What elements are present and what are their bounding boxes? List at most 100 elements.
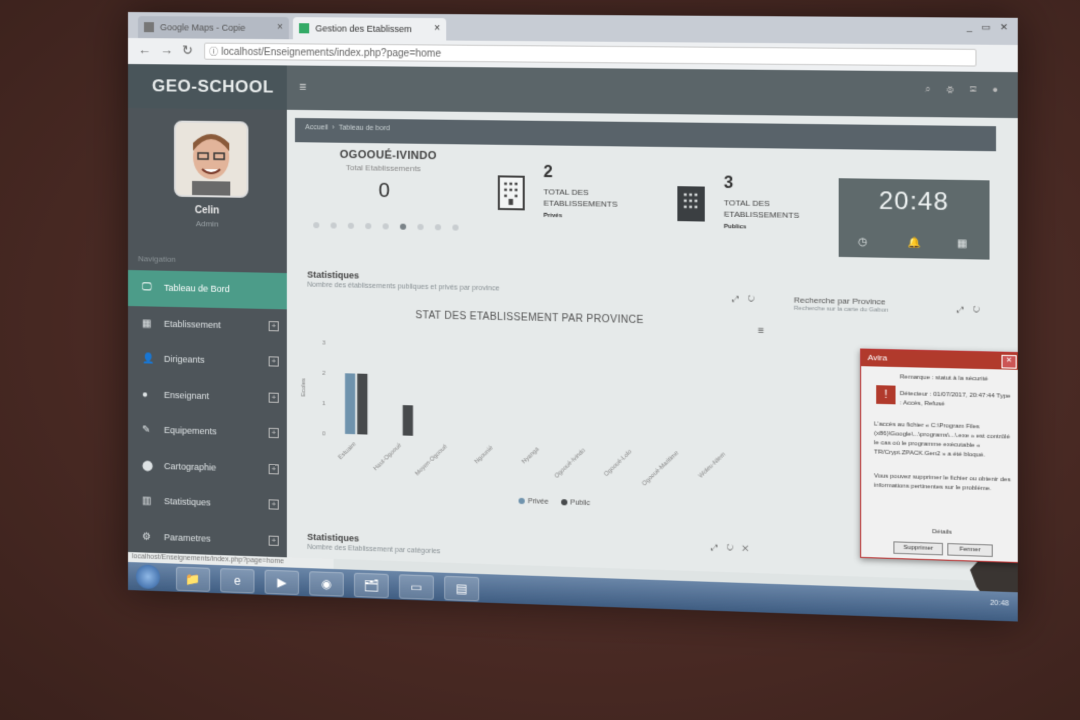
pin-icon: ● <box>141 388 149 401</box>
url-input[interactable]: ⓘ localhost/Enseignements/index.php?page… <box>204 42 977 67</box>
stats2-panel-controls[interactable]: ⤢↻✕ <box>711 542 757 554</box>
url-text: localhost/Enseignements/index.php?page=h… <box>221 46 442 60</box>
tab-label: Google Maps - Copie <box>159 22 246 33</box>
reload-icon[interactable]: ↻ <box>182 42 193 58</box>
sidebar-item-cartographie[interactable]: ⬤ Cartographie + <box>128 448 287 488</box>
x-tick-label: Ogooué-Ivindo <box>554 447 588 480</box>
y-axis-label: Ecoles <box>301 378 307 396</box>
expand-icon[interactable]: + <box>268 535 279 546</box>
carousel-dot[interactable] <box>382 223 389 230</box>
stats2-subtitle: Nombre des Etablissement par catégories <box>307 543 441 556</box>
presentation-icon[interactable]: ▭ <box>398 574 434 600</box>
alert-delete-button[interactable]: Supprimer <box>893 541 943 556</box>
sidebar-item-label: Dirigeants <box>163 353 205 365</box>
alert-close-icon[interactable]: ✕ <box>1001 354 1017 369</box>
legend-swatch-public <box>560 499 568 506</box>
start-button[interactable] <box>135 564 160 590</box>
x-tick-label: Ogooué-Maritime <box>641 450 680 488</box>
y-tick-label: 1 <box>322 401 326 407</box>
sidebar-item-label: Cartographie <box>163 460 217 473</box>
pencil-icon: ✎ <box>141 424 151 436</box>
stats-title: Statistiques <box>307 269 360 281</box>
media-player-icon[interactable]: ▶ <box>264 569 300 596</box>
tab-label: Gestion des Etablissem <box>315 23 412 35</box>
warning-icon: ! <box>876 385 896 405</box>
brand-logo[interactable]: GEO-SCHOOL <box>128 64 287 110</box>
legend-private[interactable]: Privée <box>527 498 549 506</box>
alert-close-button[interactable]: Fermer <box>947 543 993 558</box>
sidebar-item-statistiques[interactable]: ▥ Statistiques + <box>128 483 287 524</box>
sidebar-item-label: Enseignant <box>163 389 210 401</box>
expand-icon[interactable]: + <box>268 427 279 439</box>
expand-icon[interactable]: + <box>268 320 279 331</box>
sidebar-item-label: Equipements <box>163 424 217 437</box>
carousel-dot[interactable] <box>452 224 459 231</box>
clock-time: 20:48 <box>878 187 949 217</box>
sidebar-item-label: Statistiques <box>163 496 211 508</box>
topbar-icons[interactable]: ⌕ ⚙ ✉ ● <box>925 83 1005 95</box>
folder-icon[interactable]: 📁 <box>175 566 211 592</box>
ie-icon[interactable]: e <box>220 568 255 594</box>
sidebar: GEO-SCHOOL Celin Admin Navigation 🖵 Table… <box>128 64 287 558</box>
carousel-dot[interactable] <box>347 222 354 229</box>
alert-details-link[interactable]: Détails <box>932 529 952 536</box>
close-tab-icon[interactable]: × <box>434 23 441 35</box>
alarm-icon[interactable]: 🔔 <box>907 237 921 250</box>
carousel-dot[interactable] <box>434 224 442 231</box>
expand-icon[interactable]: + <box>268 356 279 367</box>
nav-heading: Navigation <box>137 254 176 264</box>
sidebar-item-label: Etablissement <box>163 318 221 330</box>
breadcrumb-home[interactable]: Accueil <box>305 124 329 132</box>
user-icon: 👤 <box>141 353 155 365</box>
clock-icon[interactable]: ◷ <box>857 236 868 249</box>
calendar-icon[interactable]: ▦ <box>957 238 968 250</box>
system-tray-clock[interactable]: 20:48 <box>990 599 1010 608</box>
carousel-dot[interactable] <box>365 223 372 230</box>
stats2-title: Statistiques <box>307 531 360 544</box>
carousel-dot[interactable] <box>313 222 320 229</box>
clock-widget: 20:48 ◷ 🔔 ▦ <box>838 178 990 260</box>
stats-panel-controls[interactable]: ⤢↻ <box>732 294 764 305</box>
x-tick-label: Woleu-Ntem <box>698 452 727 480</box>
carousel-dots[interactable] <box>313 215 470 236</box>
carousel-dot[interactable] <box>330 222 337 229</box>
sidebar-item-tableau-de-bord[interactable]: 🖵 Tableau de Bord <box>128 270 287 309</box>
back-icon[interactable]: ← <box>137 42 151 58</box>
sidebar-item-etablissement[interactable]: ▦ Etablissement + <box>128 306 287 345</box>
expand-icon[interactable]: + <box>268 499 279 510</box>
main-content: Accueil › Tableau de bord OGOOUÉ-IVINDO To… <box>286 109 1018 608</box>
bar-public-0 <box>357 373 368 435</box>
alert-title: Avira <box>867 352 888 363</box>
forward-icon[interactable]: → <box>159 42 173 58</box>
expand-icon[interactable]: + <box>268 392 279 403</box>
building-solid-icon <box>677 186 705 222</box>
alert-line4: Vous pouvez supprimer le fichier ou obte… <box>874 473 1011 493</box>
browser-tab-maps[interactable]: Google Maps - Copie × <box>137 16 289 40</box>
user-name: Celin <box>194 205 220 217</box>
sidebar-item-equipements[interactable]: ✎ Equipements + <box>128 412 287 452</box>
monitor-icon: 🖵 <box>141 282 152 294</box>
sidebar-item-dirigeants[interactable]: 👤 Dirigeants + <box>128 341 287 380</box>
province-subtitle: Total Etablissements <box>345 163 421 174</box>
browser-tab-gestion[interactable]: Gestion des Etablissem × <box>292 17 447 41</box>
search-panel-controls[interactable]: ⤢↻ <box>957 304 989 315</box>
chrome-icon[interactable]: ◉ <box>309 571 344 597</box>
expand-icon[interactable]: + <box>268 463 279 474</box>
carousel-dot[interactable] <box>417 223 424 231</box>
search-province-title: Recherche par Province <box>793 295 886 307</box>
folder2-icon[interactable]: 🗂 <box>353 572 389 599</box>
menu-toggle-icon[interactable]: ≡ <box>299 79 307 94</box>
avatar[interactable] <box>173 120 249 198</box>
carousel-dot-active[interactable] <box>399 223 407 230</box>
sidebar-item-enseignant[interactable]: ● Enseignant + <box>128 377 287 417</box>
kpi-public-sub: Publics <box>723 223 747 231</box>
window-icon[interactable]: ▤ <box>444 575 480 602</box>
province-chart: STAT DES ETABLISSEMENT PAR PROVINCE ≡ Ec… <box>293 307 771 524</box>
building-icon <box>497 175 525 211</box>
x-tick-label: Ogooué-Lolo <box>603 449 634 478</box>
close-tab-icon[interactable]: × <box>276 22 283 34</box>
legend-public[interactable]: Public <box>570 499 591 508</box>
window-controls[interactable]: _ ▭ ✕ <box>966 21 1012 33</box>
projected-screen: Google Maps - Copie × Gestion des Etabli… <box>128 12 1018 622</box>
chart-legend[interactable]: Privée Public <box>508 497 590 507</box>
